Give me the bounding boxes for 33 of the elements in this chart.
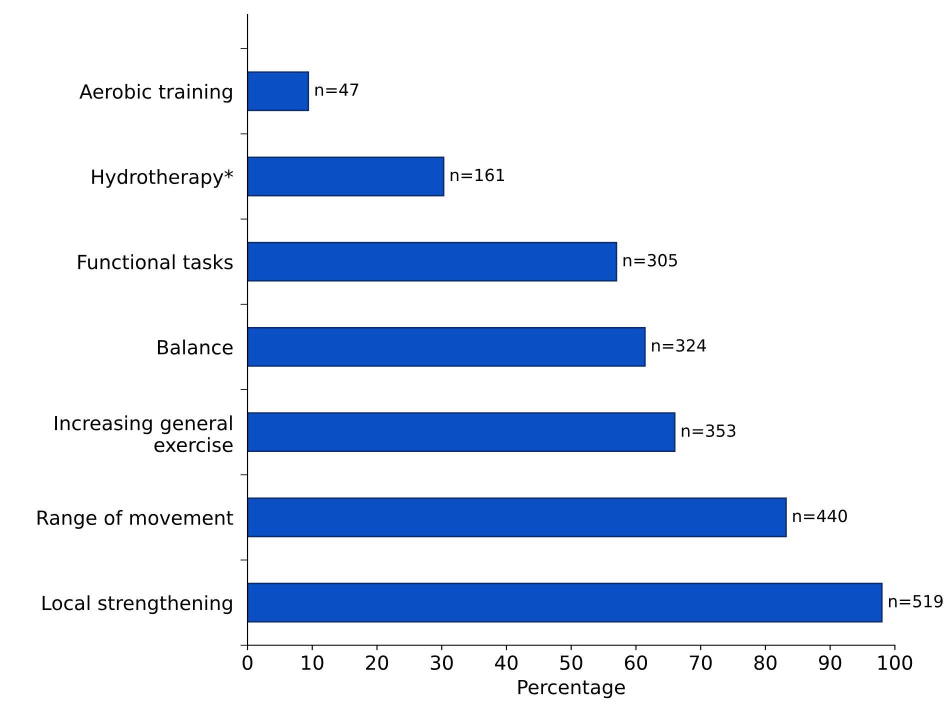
y-tick-label: Functional tasks — [78, 254, 233, 270]
annotation: n=161 — [450, 168, 504, 182]
y-tick-label: Aerobic training — [79, 84, 232, 103]
x-axis-title: Percentage — [518, 680, 625, 698]
x-tick-label: 60 — [624, 655, 648, 670]
bar — [248, 412, 676, 452]
annotation: n=324 — [652, 339, 706, 352]
y-tick-label: Balance — [158, 340, 233, 355]
annotation: n=353 — [682, 424, 736, 437]
annotation: n=440 — [793, 510, 847, 522]
x-tick-label: 80 — [754, 655, 776, 670]
y-tick-label: Local strengthening — [42, 595, 232, 614]
bar — [248, 156, 444, 196]
x-tick-label: 20 — [366, 655, 388, 670]
annotation: n=305 — [624, 254, 677, 267]
bar — [248, 71, 310, 112]
x-tick-label: 90 — [818, 655, 842, 670]
bar — [248, 498, 787, 538]
x-tick-label: 0 — [242, 655, 252, 670]
annotation: n=519 — [889, 594, 943, 608]
x-tick-label: 50 — [560, 655, 582, 670]
y-tick-label: Range of movement — [38, 510, 234, 529]
annotation: n=47 — [315, 84, 358, 96]
bar — [248, 242, 618, 282]
x-tick-label: 70 — [690, 655, 712, 670]
x-tick-label: 30 — [430, 655, 453, 670]
x-tick-label: 40 — [495, 655, 518, 670]
bar — [248, 327, 646, 367]
x-tick-label: 100 — [878, 655, 912, 670]
bar — [248, 582, 883, 623]
x-tick-label: 10 — [302, 655, 324, 670]
y-tick-label: Hydrotherapy* — [92, 169, 234, 188]
y-tick-label: Increasing general exercise — [55, 415, 233, 452]
